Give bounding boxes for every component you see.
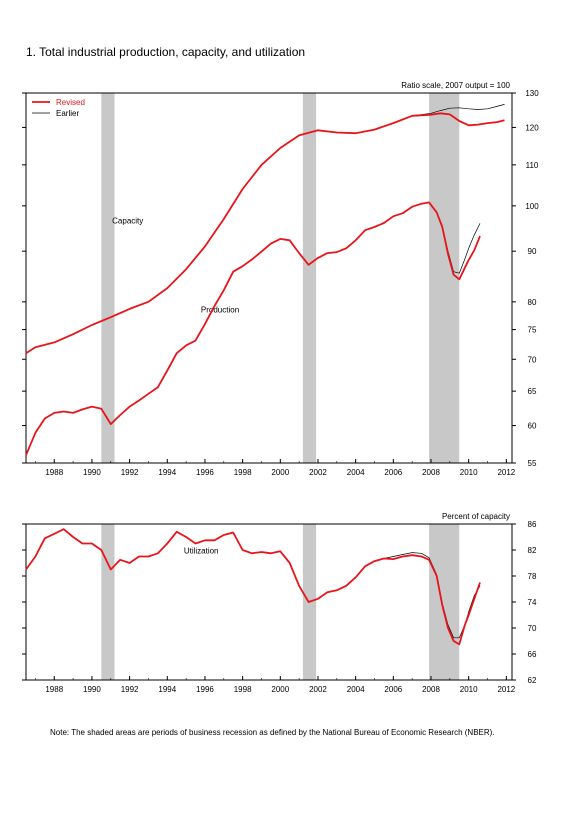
y-tick-label: 78: [528, 572, 537, 581]
x-tick-label: 2010: [460, 468, 478, 477]
recession-band: [101, 524, 115, 680]
y-tick-label: 80: [528, 298, 537, 307]
x-tick-label: 2006: [384, 685, 402, 694]
x-tick-label: 1988: [45, 685, 63, 694]
footnote: Note: The shaded areas are periods of bu…: [50, 728, 495, 737]
y-tick-label: 130: [525, 89, 539, 98]
y-tick-label: 86: [528, 520, 537, 529]
unit-label: Percent of capacity: [442, 512, 510, 521]
x-tick-label: 1992: [121, 685, 139, 694]
x-tick-label: 1990: [83, 685, 101, 694]
recession-band: [101, 93, 115, 463]
y-tick-label: 82: [528, 546, 537, 555]
x-tick-label: 1990: [83, 468, 101, 477]
x-tick-label: 1994: [158, 468, 176, 477]
x-tick-label: 2004: [347, 685, 365, 694]
production-revised-line: [25, 201, 481, 456]
x-tick-label: 1998: [234, 468, 252, 477]
y-tick-label: 55: [528, 459, 537, 468]
annotation-label: Production: [201, 306, 239, 315]
x-tick-label: 1996: [196, 468, 214, 477]
y-tick-label: 100: [525, 202, 539, 211]
legend-label-revised: Revised: [56, 98, 85, 107]
legend-label-earlier: Earlier: [56, 109, 79, 118]
y-tick-label: 70: [528, 355, 537, 364]
y-tick-label: 75: [528, 326, 537, 335]
x-tick-label: 2006: [384, 468, 402, 477]
x-tick-label: 2012: [497, 685, 515, 694]
plot-frame: [25, 92, 513, 464]
y-tick-label: 120: [525, 123, 539, 132]
y-tick-label: 62: [528, 676, 537, 685]
x-tick-label: 2008: [422, 468, 440, 477]
x-tick-label: 2012: [497, 468, 515, 477]
x-tick-label: 1988: [45, 468, 63, 477]
capacity-revised-line: [25, 112, 505, 354]
x-tick-label: 2002: [309, 468, 327, 477]
recession-band: [429, 524, 460, 680]
y-tick-label: 74: [528, 598, 537, 607]
x-tick-label: 1996: [196, 685, 214, 694]
annotation-label: Utilization: [184, 546, 219, 555]
y-tick-label: 60: [528, 422, 537, 431]
x-tick-label: 2000: [271, 468, 289, 477]
capacity-earlier-line: [412, 104, 505, 117]
y-tick-label: 66: [528, 650, 537, 659]
x-tick-label: 2004: [347, 468, 365, 477]
x-tick-label: 1992: [121, 468, 139, 477]
y-tick-label: 70: [528, 624, 537, 633]
page-title: 1. Total industrial production, capacity…: [26, 45, 306, 59]
y-tick-label: 110: [526, 161, 539, 170]
x-tick-label: 2008: [422, 685, 440, 694]
x-tick-label: 1998: [234, 685, 252, 694]
y-tick-label: 65: [528, 387, 537, 396]
annotation-label: Capacity: [112, 216, 143, 225]
y-tick-label: 90: [528, 247, 537, 256]
x-tick-label: 2010: [460, 685, 478, 694]
x-tick-label: 2000: [271, 685, 289, 694]
recession-band: [429, 93, 460, 463]
x-tick-label: 2002: [309, 685, 327, 694]
recession-band: [302, 93, 317, 463]
x-tick-label: 1994: [158, 685, 176, 694]
utilization-revised-line: [25, 528, 481, 646]
unit-label: Ratio scale, 2007 output = 100: [401, 81, 510, 90]
